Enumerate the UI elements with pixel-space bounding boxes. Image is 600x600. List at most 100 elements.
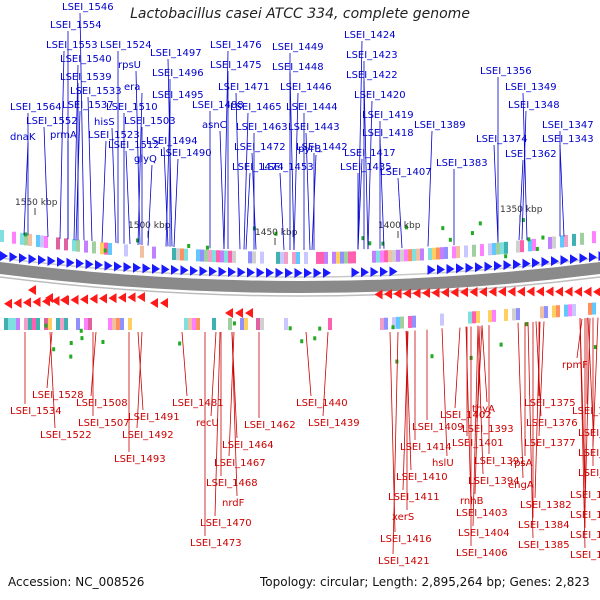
forward-cog-block [316,251,320,264]
reverse-gene-leader [90,331,97,397]
forward-cog-block [180,248,184,261]
reverse-gene-arrow [118,292,126,303]
gc-skew-marker [69,354,73,359]
reverse-gene-label: LSEI_1462 [244,420,296,431]
forward-cog-block [44,235,48,248]
forward-gene-label: LSEI_1420 [354,90,406,101]
reverse-gene-label: LSEI_1534 [10,406,62,417]
forward-gene-arrow [57,256,65,267]
forward-gene-arrow [47,255,56,266]
gc-skew-marker [101,339,105,344]
forward-gene-label: LSEI_1554 [50,20,102,31]
reverse-gene-arrow [245,308,253,318]
gc-skew-marker [504,254,508,259]
reverse-gene-arrow [137,291,145,302]
genome-backbone [0,262,600,293]
forward-cog-block [108,242,112,255]
forward-cog-block [564,234,568,247]
gc-skew-marker [391,325,395,330]
forward-gene-leader [367,100,373,249]
reverse-gene-leader [49,331,56,429]
forward-gene-leader [305,132,311,251]
forward-gene-label: LSEI_1444 [286,102,338,113]
forward-gene-label: LSEI_1523 [88,130,140,141]
gc-skew-marker [593,345,597,350]
reverse-gene-label: LSEI_1360 [578,428,600,439]
reverse-gene-arrow [450,287,459,298]
forward-gene-label: LSEI_1465 [230,102,282,113]
reverse-gene-arrow [127,292,136,303]
forward-gene-arrow [142,263,151,274]
forward-cog-block [416,248,420,261]
forward-gene-leader [493,144,499,243]
forward-gene-leader [223,50,229,249]
gc-skew-marker [300,339,304,344]
reverse-gene-label: xerS [392,512,414,523]
reverse-gene-arrow [80,294,88,305]
forward-gene-arrow [351,267,360,278]
forward-cog-block [76,239,80,252]
reverse-gene-label: LSEI_1468 [206,478,258,489]
forward-gene-leader [75,110,81,241]
forward-gene-arrow [323,267,331,278]
forward-cog-block [464,245,468,258]
forward-gene-leader [111,127,117,243]
forward-gene-label: pyrB [298,144,321,155]
reverse-cog-block [564,304,568,317]
gc-skew-marker [381,241,385,246]
reverse-gene-arrow [403,288,411,299]
reverse-gene-leader [477,325,484,475]
forward-gene-arrow [237,267,246,278]
forward-cog-block [340,251,344,264]
reverse-gene-arrow [574,286,582,297]
forward-gene-arrow [161,264,170,275]
map-title: Lactobacillus casei ATCC 334, complete g… [130,6,470,22]
forward-cog-block [560,235,564,248]
forward-gene-label: LSEI_1347 [542,120,594,131]
forward-cog-block [400,249,404,262]
reverse-gene-label: LSEI_1361 [578,448,600,459]
forward-gene-label: LSEI_1449 [272,42,324,53]
gc-skew-marker [499,342,503,347]
forward-gene-arrow [171,264,179,275]
reverse-cog-block [184,318,188,330]
reverse-gene-leader [322,331,329,417]
reverse-gene-leader [576,318,583,359]
forward-gene-arrow [180,265,189,276]
forward-gene-label: LSEI_1453 [262,162,314,173]
reverse-gene-label: LSEI_1363 [578,468,600,479]
forward-gene-leader [137,92,143,246]
forward-cog-block [72,239,76,252]
reverse-gene-label: LSEI_1439 [308,418,360,429]
forward-gene-leader [363,80,369,250]
forward-gene-leader [289,72,295,250]
forward-gene-arrow [104,260,113,271]
reverse-gene-leader [46,331,53,389]
forward-gene-arrow [275,267,284,278]
forward-gene-arrow [361,267,369,278]
forward-gene-arrow [123,262,132,273]
forward-cog-block [500,242,504,255]
reverse-cog-block [392,317,396,330]
reverse-gene-leader [214,331,221,517]
forward-cog-block [504,241,508,254]
reverse-gene-leader [472,326,479,527]
forward-gene-leader [521,110,527,240]
gc-skew-marker [24,232,28,237]
forward-gene-arrow [560,255,569,266]
forward-cog-block [292,251,296,264]
forward-gene-label: LSEI_1494 [146,136,198,147]
forward-gene-arrow [304,267,312,278]
reverse-gene-label: recU [196,418,219,429]
forward-cog-block [348,251,352,264]
forward-gene-label: LSEI_1564 [10,102,62,113]
forward-gene-arrow [66,257,75,268]
forward-cog-block [304,251,308,264]
forward-cog-block [336,251,340,264]
reverse-cog-block [476,311,480,324]
reverse-gene-arrow [422,287,430,298]
topology-text: Topology: circular; Length: 2,895,264 bp… [260,575,590,589]
forward-cog-block [296,251,300,264]
reverse-gene-leader [587,317,594,427]
reverse-gene-arrow [479,286,487,297]
